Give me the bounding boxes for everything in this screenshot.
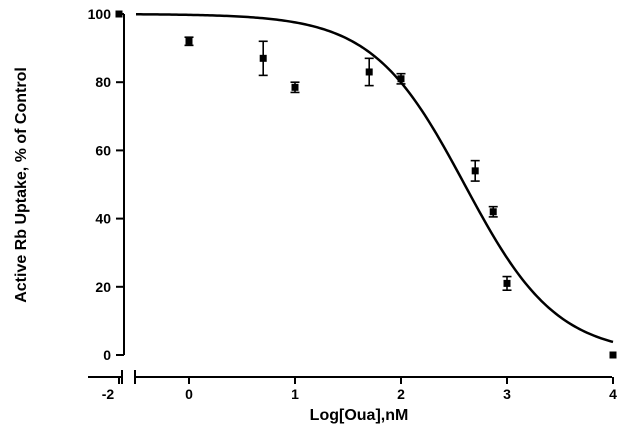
data-point [184, 36, 194, 47]
x-tick-label: 2 [397, 386, 405, 402]
point-marker [489, 208, 497, 216]
y-axis-title: Active Rb Uptake, % of Control [13, 67, 30, 303]
data-point [502, 275, 512, 292]
point-marker [291, 83, 299, 91]
data-point [488, 205, 498, 218]
y-tick-label: 80 [95, 74, 111, 90]
y-axis: 0 20 40 60 80 100 [88, 6, 125, 363]
point-marker [503, 279, 511, 287]
data-point [258, 40, 268, 77]
point-marker [259, 54, 267, 62]
fit-curve-line [135, 13, 614, 344]
x-tick-label: 3 [503, 386, 511, 402]
data-point [396, 72, 406, 85]
data-point [290, 81, 300, 94]
x-axis-title: Log[Oua],nM [310, 407, 409, 424]
data-point [609, 351, 617, 359]
point-marker [185, 37, 193, 45]
x-tick-label: 0 [185, 386, 193, 402]
fit-curve-group [135, 13, 614, 344]
point-marker [471, 167, 479, 175]
data-point [115, 10, 123, 18]
x-tick-label: 1 [291, 386, 299, 402]
point-marker [115, 10, 123, 18]
y-tick-label: 100 [88, 6, 112, 22]
x-tick-label: -2 [102, 386, 115, 402]
point-marker [365, 68, 373, 76]
y-tick-label: 20 [95, 279, 111, 295]
data-point [470, 159, 480, 182]
y-tick-label: 0 [103, 347, 111, 363]
point-marker [397, 75, 405, 83]
y-tick-label: 40 [95, 211, 111, 227]
x-axis: -2 0 1 2 3 4 [88, 370, 617, 402]
x-tick-label: 4 [609, 386, 617, 402]
y-tick-label: 60 [95, 142, 111, 158]
data-point [364, 57, 374, 87]
data-points-group [115, 10, 617, 359]
point-marker [609, 351, 617, 359]
